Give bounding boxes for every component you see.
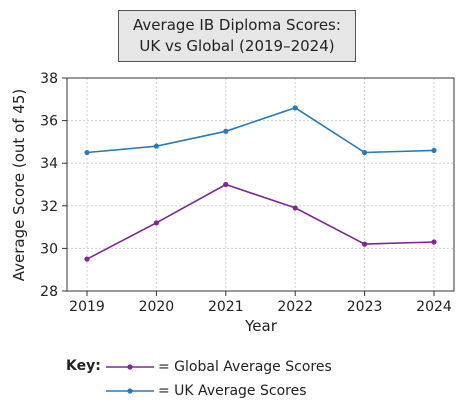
legend-item-global: = Global Average Scores	[104, 358, 332, 376]
legend-label-uk: = UK Average Scores	[158, 383, 307, 399]
y-tick-label: 30	[40, 241, 58, 257]
data-point	[292, 205, 298, 211]
x-tick-label: 2022	[277, 299, 313, 315]
y-tick-label: 28	[40, 284, 58, 300]
data-point	[362, 241, 368, 247]
data-point	[431, 147, 437, 154]
x-tick-label: 2021	[208, 299, 244, 315]
series-line-0	[86, 183, 435, 260]
y-axis-title: Average Score (out of 45)	[10, 89, 28, 282]
chart-title-line-2: UK vs Global (2019–2024)	[139, 37, 335, 55]
data-point	[153, 143, 159, 149]
series-line-1	[86, 106, 435, 154]
x-tick-label: 2023	[347, 299, 383, 315]
x-tick-label: 2020	[139, 299, 175, 315]
data-point	[431, 239, 437, 245]
x-axis-title: Year	[244, 317, 278, 335]
y-tick-label: 34	[40, 156, 58, 172]
plot-frame	[66, 77, 455, 292]
legend-label-global: = Global Average Scores	[158, 359, 332, 375]
chart-title-line-1: Average IB Diploma Scores:	[133, 16, 341, 34]
data-point	[153, 220, 159, 226]
legend-title: Key:	[66, 358, 101, 374]
data-point	[84, 256, 90, 262]
legend-swatch-global	[106, 364, 154, 370]
y-tick-label: 36	[40, 114, 58, 130]
x-tick-label: 2024	[416, 299, 452, 315]
data-point	[292, 105, 298, 111]
data-point	[223, 128, 229, 134]
data-point	[84, 149, 90, 156]
data-point	[362, 149, 368, 156]
y-tick-label: 32	[40, 199, 58, 215]
legend-item-uk: = UK Average Scores	[104, 382, 307, 400]
chart-title-box: Average IB Diploma Scores: UK vs Global …	[118, 10, 356, 62]
data-point	[223, 181, 229, 188]
legend: Key: = Global Average Scores = UK Averag…	[66, 356, 386, 402]
legend-swatch-uk	[106, 388, 154, 394]
x-tick-label: 2019	[69, 299, 105, 315]
y-tick-label: 38	[40, 71, 58, 87]
